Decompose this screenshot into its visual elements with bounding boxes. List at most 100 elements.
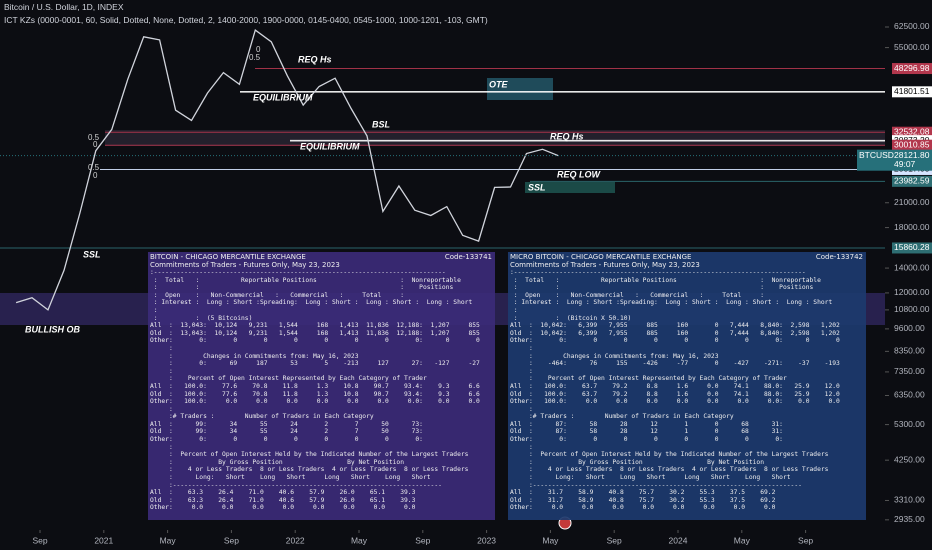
table-line: All : 31.7 58.9 40.8 75.7 30.2 55.3 37.5… <box>510 489 776 497</box>
table-subtitle: Commitments of Traders - Futures Only, M… <box>150 261 340 269</box>
cot-table: MICRO BITCOIN - CHICAGO MERCANTILE EXCHA… <box>508 252 866 520</box>
table-line: All : 13,043: 10,124 9,231 1,544 168 1,4… <box>150 322 480 330</box>
x-tick-label: Sep <box>224 535 239 545</box>
y-tick-label: 4250.00 <box>894 454 925 464</box>
table-line: : Changes in Commitments from: May 16, 2… <box>510 352 719 360</box>
table-line: : : (Bitcoin X 50.10) <box>510 314 632 322</box>
table-line: : Interest : Long : Short :Spreading: Lo… <box>150 299 473 307</box>
table-line: : <box>150 367 173 375</box>
table-line: : <box>150 306 158 314</box>
table-code: Code-133741 <box>444 253 492 261</box>
table-line: :# Traders : Number of Traders in Each C… <box>510 413 734 421</box>
y-tick-label: 14000.00 <box>894 262 930 272</box>
price-label: 15860.28 <box>894 242 930 252</box>
table-line: : 4 or Less Traders 8 or Less Traders 4 … <box>510 466 829 474</box>
y-tick-label: 21000.00 <box>894 197 930 207</box>
table-line: : Open : Non-Commercial : Commercial : T… <box>510 291 765 299</box>
table-line: :# Traders : Number of Traders in Each C… <box>150 413 374 421</box>
table-line: : Interest : Long : Short :Spreading: Lo… <box>510 299 833 307</box>
table-line: : <box>150 443 173 451</box>
table-line: Old : 10,042: 6,399 7,955 885 160 0 7,44… <box>510 329 840 337</box>
price-label-box <box>892 63 932 75</box>
price-levels <box>0 68 885 249</box>
annotation: SSL <box>528 182 546 192</box>
table-line: All : 99: 34 55 24 2 7 50 73: <box>150 420 423 428</box>
fib-label: 0 <box>93 140 98 149</box>
price-label: 41801.51 <box>894 86 930 96</box>
y-tick-label: 9600.00 <box>894 323 925 333</box>
table-line: : Long: Short Long Short Long Short Long… <box>510 474 791 482</box>
table-line: :---------------------------------------… <box>510 481 802 489</box>
table-line: Old : 63.3 26.4 71.0 40.6 57.9 26.0 65.1… <box>150 496 416 504</box>
table-line: Old : 31.7 58.9 40.8 75.7 30.2 55.3 37.5… <box>510 496 776 504</box>
y-tick-label: 7350.00 <box>894 366 925 376</box>
price-label: 30010.85 <box>894 139 930 149</box>
annotation: REQ Hs <box>298 54 332 64</box>
table-line: : Total : Reportable Positions : Nonrepo… <box>150 276 461 284</box>
y-tick-label: 10800.00 <box>894 304 930 314</box>
table-line: : 4 or Less Traders 8 or Less Traders 4 … <box>150 466 469 474</box>
cot-table: BITCOIN - CHICAGO MERCANTILE EXCHANGE Cod… <box>148 252 495 520</box>
table-line: : <box>510 344 533 352</box>
annotation: OTE <box>489 79 508 89</box>
price-label: 23982.59 <box>894 176 930 186</box>
table-line: Other: 100.0: 0.0 0.0 0.0 0.0 0.0 0.0 0.… <box>150 398 480 406</box>
price-label-box <box>892 86 932 98</box>
table-line: :---------------------------------------… <box>150 481 442 489</box>
fib-label: 0 <box>256 45 261 54</box>
table-line: All : 100.0: 77.6 70.8 11.8 1.3 10.8 90.… <box>150 382 480 390</box>
x-tick-label: May <box>351 535 368 545</box>
countdown: 49:07 <box>894 159 916 169</box>
table-line: All : 87: 58 28 12 1 0 68 31: <box>510 420 783 428</box>
table-line: :---------------------------------------… <box>150 269 446 276</box>
y-tick-label: 62500.00 <box>894 21 930 31</box>
symbol-title: Bitcoin / U.S. Dollar, 1D, INDEX <box>4 2 124 12</box>
table-subtitle: Commitments of Traders - Futures Only, M… <box>510 261 700 269</box>
fib-label: 0.5 <box>88 163 100 172</box>
y-tick-label: 6350.00 <box>894 390 925 400</box>
fib-label: 0.5 <box>249 53 261 62</box>
y-tick-label: 8350.00 <box>894 346 925 356</box>
x-tick-label: 2022 <box>286 535 305 545</box>
y-tick-label: 55000.00 <box>894 42 930 52</box>
y-tick-label: 3310.00 <box>894 495 925 505</box>
table-line: All : 100.0: 63.7 79.2 8.8 1.6 0.0 74.1 … <box>510 382 840 390</box>
table-line: : Changes in Commitments from: May 16, 2… <box>150 352 359 360</box>
x-tick-label: Sep <box>798 535 813 545</box>
x-tick-label: May <box>160 535 177 545</box>
time-axis <box>0 530 932 550</box>
table-line: : Percent of Open Interest Represented b… <box>150 375 427 383</box>
table-line: :---------------------------------------… <box>510 269 806 276</box>
last-price-label: 28121.80 <box>894 150 930 160</box>
table-line: : <box>510 367 533 375</box>
table-line: Old : 99: 34 55 24 2 7 50 73: <box>150 428 423 436</box>
table-line: Other: 0.0 0.0 0.0 0.0 0.0 0.0 0.0 0.0 <box>150 504 416 512</box>
table-line: Old : 100.0: 77.6 70.8 11.8 1.3 10.8 90.… <box>150 390 480 398</box>
x-tick-label: Sep <box>607 535 622 545</box>
table-code: Code-133742 <box>815 253 863 261</box>
y-tick-label: 5300.00 <box>894 419 925 429</box>
table-line: : Percent of Open Interest Represented b… <box>510 375 787 383</box>
price-line <box>15 29 559 311</box>
table-line: Old : 87: 58 28 12 1 0 68 31: <box>510 428 783 436</box>
table-line: Other: 0: 0 0 0 0 0 0 0: 0 0 <box>510 337 840 345</box>
table-line: All : 63.3 26.4 71.0 40.6 57.9 26.0 65.1… <box>150 489 416 497</box>
table-header: MICRO BITCOIN - CHICAGO MERCANTILE EXCHA… <box>508 252 866 261</box>
table-title: BITCOIN - CHICAGO MERCANTILE EXCHANGE <box>150 253 306 261</box>
table-line: : -464: 76 155 -426 -77 0 -427 -271: -37… <box>510 360 840 368</box>
table-line: : Percent of Open Interest Held by the I… <box>150 451 469 459</box>
table-line: : By Gross Position By Net Position <box>510 458 765 466</box>
y-tick-label: 2935.00 <box>894 514 925 524</box>
x-tick-label: 2023 <box>477 535 496 545</box>
table-line: : 0: 69 187 53 5 -213 127 27: -127 -27 <box>150 360 480 368</box>
table-line: : <box>150 405 173 413</box>
table-header: BITCOIN - CHICAGO MERCANTILE EXCHANGE Cod… <box>148 252 495 261</box>
table-title: MICRO BITCOIN - CHICAGO MERCANTILE EXCHA… <box>510 253 692 261</box>
table-line: : Open : Non-Commercial : Commercial : T… <box>150 291 405 299</box>
table-line: : Long: Short Long Short Long Short Long… <box>150 474 431 482</box>
table-line: : <box>510 405 533 413</box>
table-line: Other: 0: 0 0 0 0 0 0 0: <box>150 436 423 444</box>
table-line: : <box>510 306 518 314</box>
annotation: EQUILIBRIUM <box>300 141 360 151</box>
